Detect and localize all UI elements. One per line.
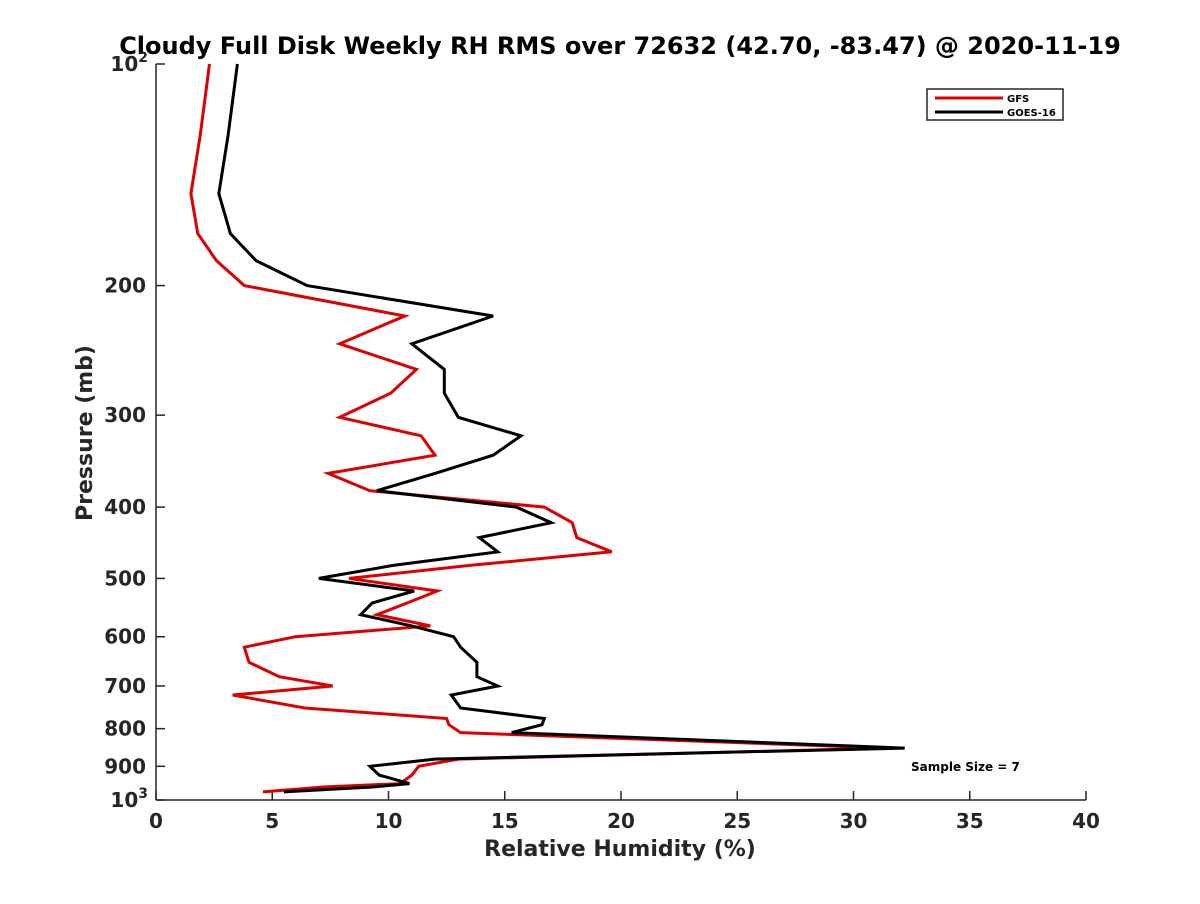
legend-label-goes-16: GOES-16 (1007, 108, 1056, 119)
x-tick-label-5: 25 (723, 809, 751, 833)
x-tick-label-1: 5 (265, 809, 279, 833)
y-tick-label-5: 600 (104, 625, 146, 649)
y-tick-label-8: 900 (104, 754, 146, 778)
x-tick-label-2: 10 (375, 809, 403, 833)
x-axis-label: Relative Humidity (%) (484, 837, 756, 862)
y-tick-label-2: 300 (104, 403, 146, 427)
legend-label-gfs: GFS (1007, 94, 1029, 105)
y-tick-label-9: 103 (110, 786, 148, 812)
sample-size-annotation: Sample Size = 7 (911, 760, 1020, 774)
x-tick-label-6: 30 (840, 809, 868, 833)
y-tick-label-3: 400 (104, 495, 146, 519)
chart-title: Cloudy Full Disk Weekly RH RMS over 7263… (119, 32, 1121, 60)
series-layer (189, 63, 905, 794)
x-tick-label-4: 20 (607, 809, 635, 833)
y-axis-label: Pressure (mb) (73, 345, 98, 521)
y-tick-label-base-0: 10 (110, 52, 138, 76)
series-line-gfs (189, 63, 889, 794)
legend: GFS GOES-16 (926, 88, 1064, 121)
y-tick-label-4: 500 (104, 566, 146, 590)
y-tick-label-0: 102 (110, 50, 148, 76)
y-tick-label-exp-9: 3 (138, 786, 148, 802)
legend-box (926, 88, 1064, 121)
axes: 0 5 10 15 20 25 30 35 40102200300400500600700800… (104, 50, 1100, 833)
x-tick-label-0: 0 (149, 809, 163, 833)
y-tick-label-7: 800 (104, 717, 146, 741)
x-tick-label-8: 40 (1072, 809, 1100, 833)
series-line-goes-16 (217, 63, 905, 794)
y-tick-label-base-9: 10 (110, 788, 138, 812)
y-tick-label-exp-0: 2 (138, 50, 148, 66)
y-tick-label-6: 700 (104, 674, 146, 698)
y-tick-label-1: 200 (104, 274, 146, 298)
x-tick-label-3: 15 (491, 809, 519, 833)
x-tick-label-7: 35 (956, 809, 984, 833)
